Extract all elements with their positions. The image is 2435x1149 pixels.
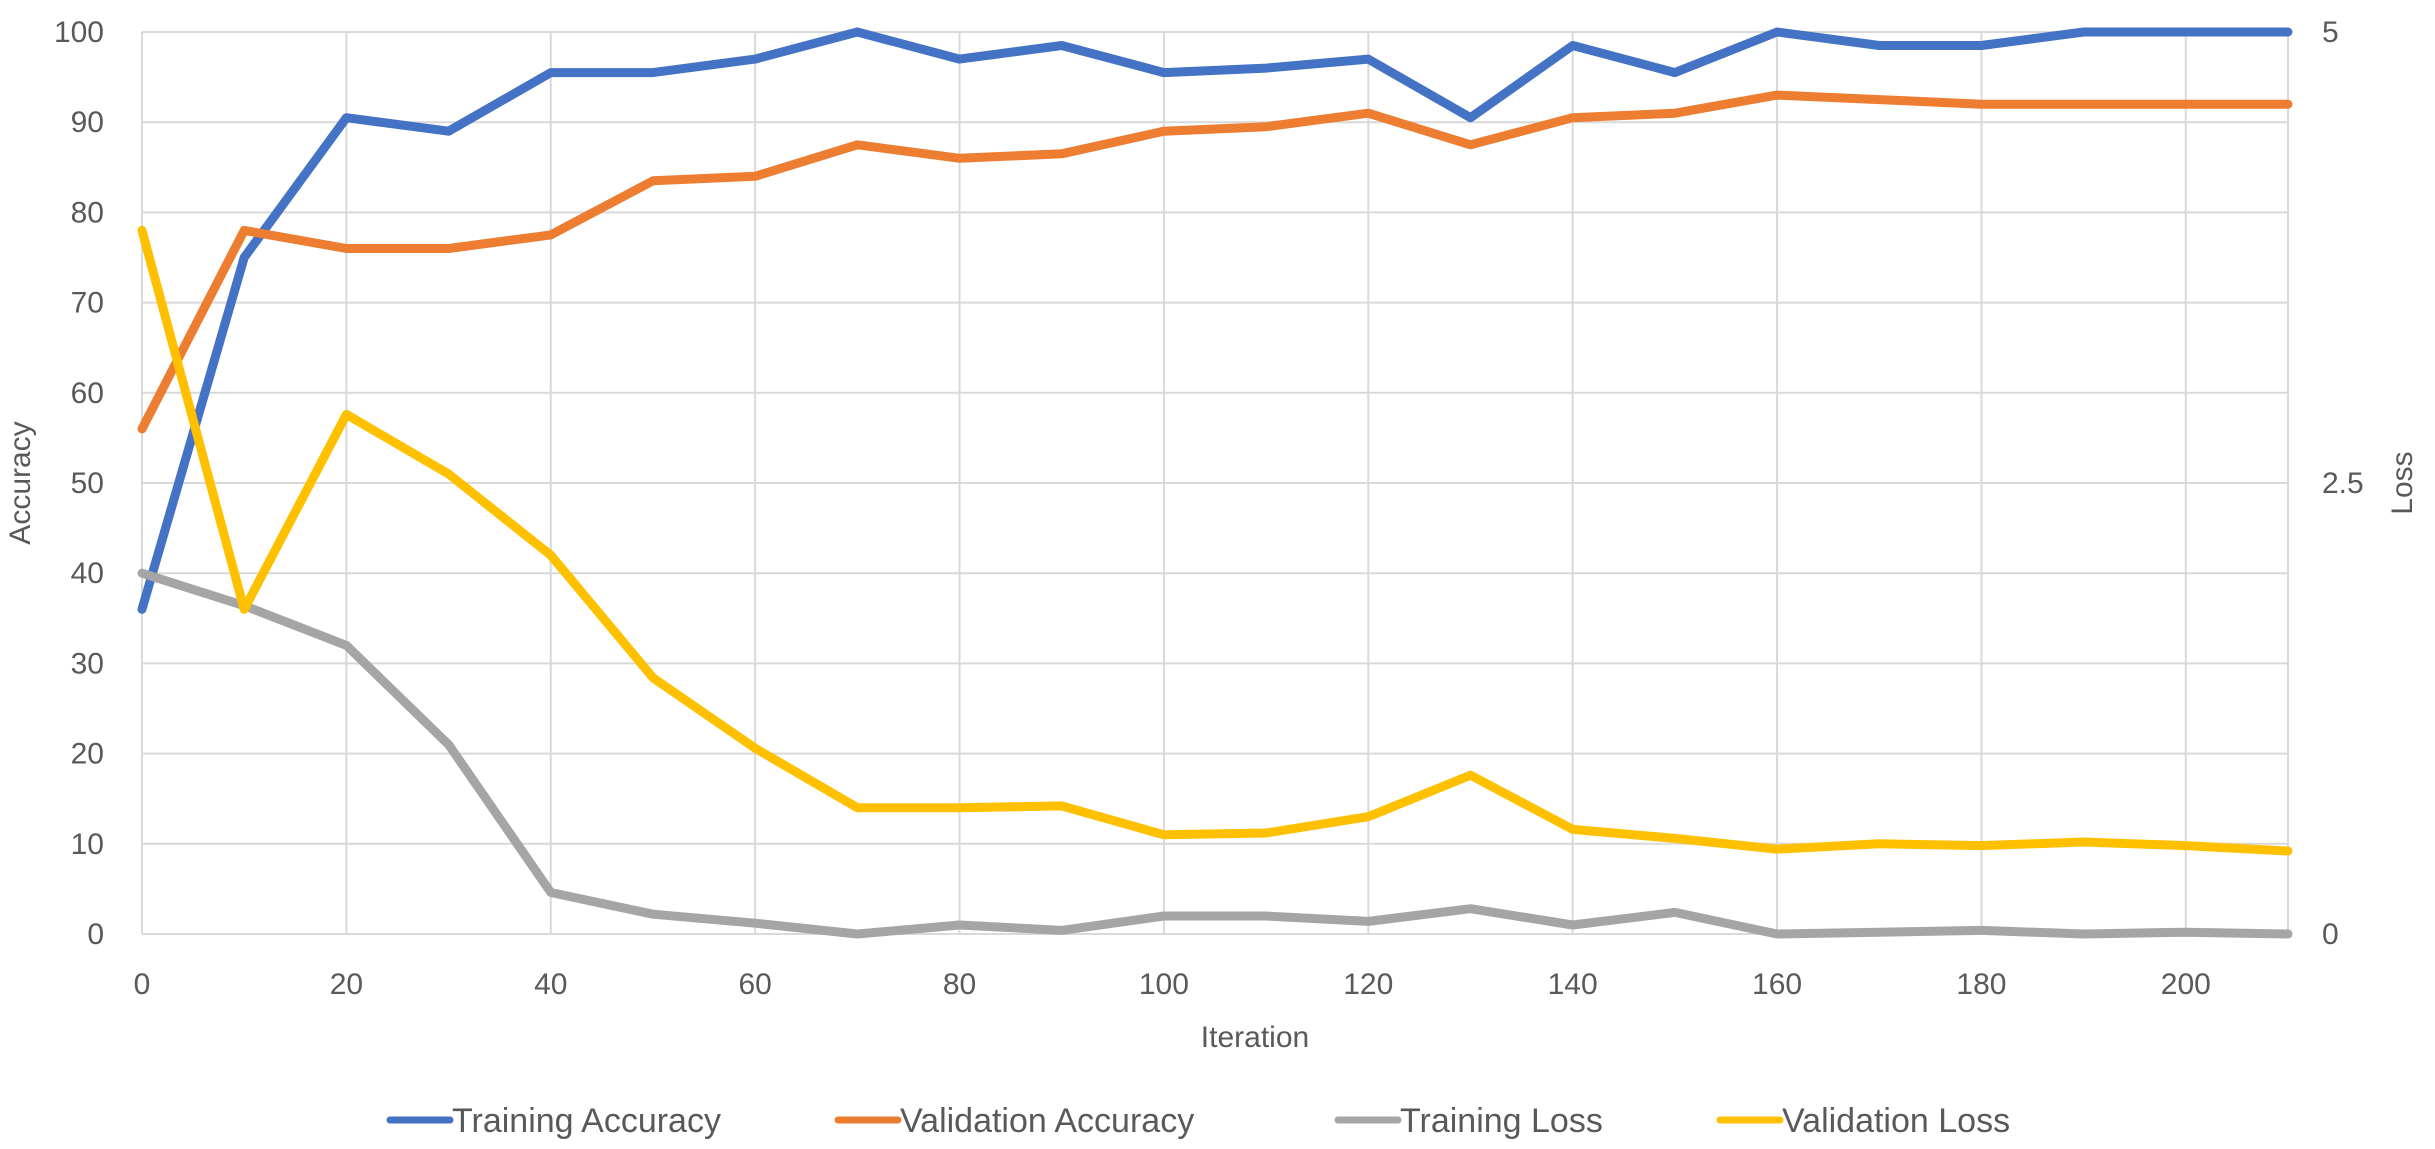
legend-item-validation-loss: Validation Loss — [1716, 1102, 2010, 1140]
y2-axis-ticks: 02.55 — [2322, 16, 2364, 951]
legend-item-training-loss: Training Loss — [1334, 1102, 1603, 1140]
y-axis-title: Accuracy — [4, 421, 37, 544]
legend-label: Validation Loss — [1782, 1102, 2010, 1140]
x-axis-ticks: 0 20 40 60 80 100 120 140 160 180 200 — [134, 968, 2211, 1001]
x-axis-title: Iteration — [1201, 1021, 1309, 1054]
y-tick-label: 30 — [71, 647, 104, 680]
x-tick-label: 40 — [534, 968, 567, 1001]
x-tick-label: 180 — [1956, 968, 2006, 1001]
y2-tick-label: 0 — [2322, 918, 2339, 951]
x-tick-label: 160 — [1752, 968, 1802, 1001]
x-tick-label: 120 — [1343, 968, 1393, 1001]
x-tick-label: 80 — [943, 968, 976, 1001]
x-tick-label: 200 — [2161, 968, 2211, 1001]
y-tick-label: 60 — [71, 377, 104, 410]
series-line-validation-loss — [137, 225, 2293, 856]
legend-item-validation-accuracy: Validation Accuracy — [834, 1102, 1194, 1140]
series-line-training-accuracy — [137, 27, 2293, 614]
legend: Training Accuracy Validation Accuracy Trai… — [386, 1102, 2010, 1140]
x-tick-label: 60 — [738, 968, 771, 1001]
y-tick-label: 20 — [71, 738, 104, 771]
series-line-training-loss — [137, 568, 2293, 939]
x-tick-label: 0 — [134, 968, 151, 1001]
y-tick-label: 80 — [71, 196, 104, 229]
y-tick-label: 90 — [71, 106, 104, 139]
y-axis-ticks: 0 10 20 30 40 50 60 70 80 90 100 — [54, 16, 104, 951]
series-lines — [137, 27, 2293, 939]
legend-label: Training Loss — [1400, 1102, 1603, 1140]
y-tick-label: 50 — [71, 467, 104, 500]
y-tick-label: 0 — [87, 918, 104, 951]
y2-axis-title: Loss — [2386, 451, 2419, 514]
y-tick-label: 40 — [71, 557, 104, 590]
legend-label: Training Accuracy — [452, 1102, 721, 1140]
series-line-validation-accuracy — [137, 90, 2293, 434]
legend-item-training-accuracy: Training Accuracy — [386, 1102, 721, 1140]
y-tick-label: 100 — [54, 16, 104, 49]
grid — [141, 31, 2289, 935]
x-tick-label: 140 — [1548, 968, 1598, 1001]
x-tick-label: 20 — [330, 968, 363, 1001]
y2-tick-label: 2.5 — [2322, 467, 2364, 500]
y-tick-label: 10 — [71, 828, 104, 861]
y2-tick-label: 5 — [2322, 16, 2339, 49]
y-tick-label: 70 — [71, 287, 104, 320]
x-tick-label: 100 — [1139, 968, 1189, 1001]
legend-label: Validation Accuracy — [900, 1102, 1194, 1140]
